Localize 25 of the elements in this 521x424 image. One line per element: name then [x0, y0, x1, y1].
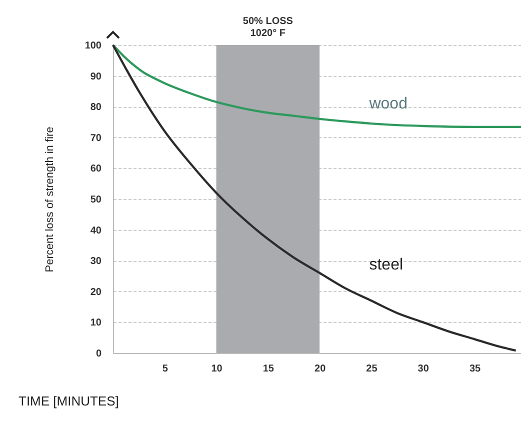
x-axis-title: TIME [MINUTES] [18, 394, 119, 408]
y-tick-label: 30 [90, 256, 102, 268]
x-tick-label: 35 [469, 364, 482, 374]
y-tick-label: 0 [96, 348, 102, 360]
series-label: wood [368, 96, 408, 113]
x-tick-label: 10 [211, 364, 223, 374]
y-tick-label: 40 [90, 225, 102, 236]
band-label: 50% LOSS 1020° F [242, 16, 294, 39]
y-tick-label: 90 [90, 71, 102, 82]
y-tick-label: 50 [90, 194, 102, 206]
y-tick-label: 20 [90, 286, 102, 298]
y-tick-label: 60 [90, 164, 102, 175]
series-label: steel [369, 256, 404, 274]
x-tick-label: 20 [314, 364, 326, 374]
line-series [112, 44, 517, 352]
x-tick-label: 5 [162, 364, 168, 374]
y-tick-label: 10 [90, 318, 102, 329]
x-tick-label: 25 [366, 364, 378, 374]
y-tick-label: 70 [90, 132, 102, 144]
x-tick-label: 30 [418, 364, 430, 374]
y-tick-label: 80 [90, 102, 102, 114]
y-tick-label: 100 [84, 40, 102, 52]
line-series [112, 44, 521, 128]
y-axis-title: Percent loss of strength in fire [44, 126, 56, 272]
x-tick-label: 15 [262, 364, 274, 374]
